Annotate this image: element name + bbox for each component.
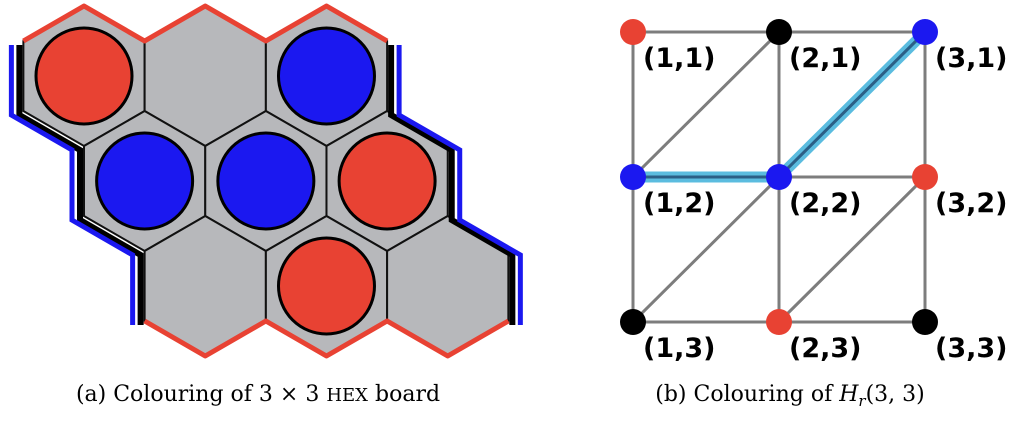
graph-node-labels: (1,1) (2,1) (3,1) (1,2) (2,2) (3,2) (1,3) (2,3)… — [643, 43, 1008, 364]
node-label-3-2: (3,2) — [935, 188, 1008, 219]
hex-board-border-lines — [8, 3, 523, 359]
graph-nodes — [620, 19, 938, 335]
node-2-3[interactable] — [766, 309, 792, 335]
node-label-1-1: (1,1) — [643, 43, 716, 74]
hex-stone-red-3-2 — [276, 236, 376, 336]
edge-2-3--3-2 — [777, 175, 927, 324]
node-3-1[interactable] — [912, 19, 938, 45]
hex-board-caption: (a) Colouring of 3 × 3 Hex board — [76, 382, 440, 407]
node-1-2[interactable] — [620, 164, 646, 190]
hex-stone-blue-2-2 — [216, 131, 316, 231]
node-3-3[interactable] — [912, 309, 938, 335]
red-border-top — [22, 3, 389, 44]
node-label-3-3: (3,3) — [935, 333, 1008, 364]
node-2-2[interactable] — [766, 164, 792, 190]
node-1-1[interactable] — [620, 19, 646, 45]
hex-stone-red-1-1 — [34, 26, 134, 126]
black-edge-right — [388, 45, 516, 325]
blue-border-right — [396, 45, 523, 325]
node-3-2[interactable] — [912, 164, 938, 190]
hex-stone-red-2-3 — [337, 131, 437, 231]
edge-1-2--2-1 — [631, 30, 781, 179]
node-1-3[interactable] — [620, 309, 646, 335]
node-label-1-2: (1,2) — [643, 188, 716, 219]
node-label-3-1: (3,1) — [935, 43, 1008, 74]
hex-board-stones — [34, 26, 437, 336]
node-2-1[interactable] — [766, 19, 792, 45]
hex-stone-blue-2-1 — [95, 131, 195, 231]
black-edge-left — [16, 45, 144, 325]
hex-stone-blue-1-3 — [276, 26, 376, 126]
blue-border-left — [8, 45, 136, 325]
node-label-2-2: (2,2) — [789, 188, 862, 219]
hex-board-panel — [8, 3, 523, 359]
graph-caption: (b) Colouring of Hr(3, 3) — [655, 382, 924, 410]
node-label-1-3: (1,3) — [643, 333, 716, 364]
edge-1-3--2-2 — [631, 175, 781, 324]
node-label-2-3: (2,3) — [789, 333, 862, 364]
red-border-bottom — [143, 318, 510, 359]
graph-panel: (1,1) (2,1) (3,1) (1,2) (2,2) (3,2) (1,3) (2,3)… — [620, 19, 1008, 364]
node-label-2-1: (2,1) — [789, 43, 862, 74]
